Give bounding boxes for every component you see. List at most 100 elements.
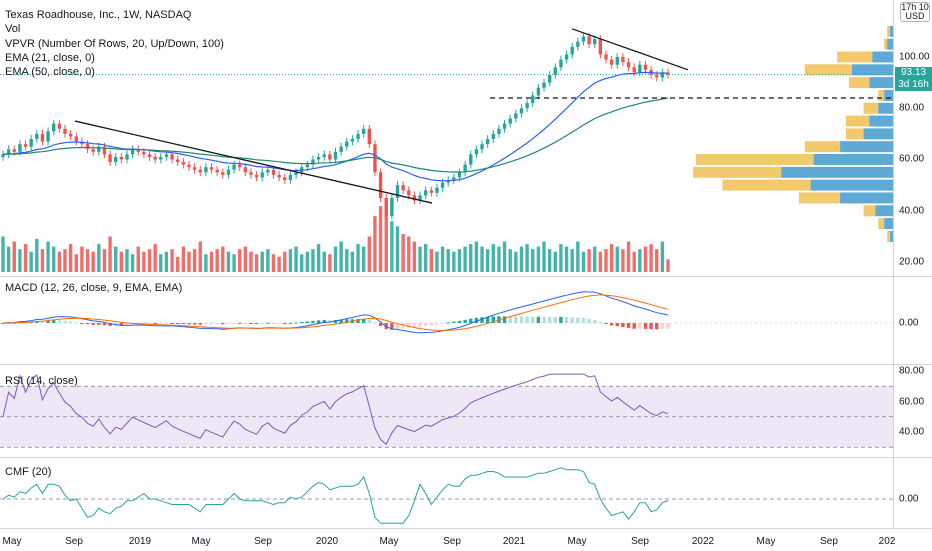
volume-bar [480,246,484,272]
volume-bar [1,236,5,272]
bar-countdown: 17h 10 [901,2,929,12]
cmf-axis[interactable]: 0.00 [893,458,932,528]
price-pane[interactable] [0,0,893,276]
volume-bar [626,241,631,272]
vpvr-up-bar [810,179,893,191]
rsi-axis[interactable]: 80.00 60.00 40.00 [893,365,932,457]
candle-body [243,167,248,173]
macd-histogram-bar [102,323,107,326]
macd-histogram-bar [108,323,112,326]
macd-pane[interactable] [0,277,893,364]
legend-ema50[interactable]: EMA (50, close, 0) [5,66,95,79]
vpvr-down-bar [804,141,841,153]
pane-separator[interactable] [0,457,932,458]
candle-body [226,169,231,175]
macd-axis[interactable]: 0.00 [893,277,932,364]
volume-bar [260,251,264,272]
volume-bar [514,251,518,272]
macd-histogram-bar [378,323,383,326]
candle-body [390,197,394,216]
volume-bar [91,251,95,272]
volume-bar [305,251,310,272]
volume-bar [29,251,33,272]
rsi-pane[interactable] [0,365,893,457]
volume-bar [35,239,39,272]
legend-ema21[interactable]: EMA (21, close, 0) [5,51,95,64]
rsi-tick: 40.00 [899,426,925,438]
volume-bar [660,241,665,272]
macd-histogram-bar [361,318,366,323]
macd-histogram-bar [52,320,56,323]
currency-unit-box[interactable]: 17h 10 USD [900,2,930,22]
candle-body [249,172,253,175]
macd-histogram-bar [153,323,157,325]
candle-body [254,174,259,178]
volume-bar [485,249,490,272]
volume-bar [469,244,473,272]
macd-histogram-bar [485,316,490,323]
volume-bar [130,254,135,272]
time-axis[interactable]: May Sep 2019 May Sep 2020 May Sep 2021 M… [0,528,932,551]
candle-body [238,164,242,168]
volume-bar [80,246,84,272]
volume-bar [187,251,191,272]
cmf-label[interactable]: CMF (20) [5,466,52,478]
vpvr-up-bar [878,102,893,114]
candle-body [531,95,535,104]
candle-body [192,167,197,170]
last-price-tag: 93.13 3d 16h [895,67,932,91]
volume-bar [345,249,349,272]
candle-body [615,57,619,65]
candle-body [469,154,473,165]
volume-bar [136,246,140,272]
candle-body [130,149,135,155]
volume-bar [294,246,298,272]
vpvr-up-bar [840,192,893,204]
volume-bar [615,246,619,272]
macd-histogram-bar [649,323,653,330]
price-tick: 40.00 [899,205,925,217]
vpvr-up-bar [887,38,893,50]
price-chart[interactable] [0,0,893,276]
candle-body [429,190,433,193]
volume-bar [508,249,512,272]
macd-histogram-bar [249,323,253,324]
rsi-label[interactable]: RSI (14, close) [5,375,78,387]
macd-histogram-bar [508,316,512,323]
volume-bar [339,241,343,272]
volume-bar [581,251,586,272]
macd-histogram-bar [401,323,405,329]
macd-histogram-bar [463,319,467,323]
rsi-chart[interactable] [0,365,893,457]
volume-bar [407,236,411,272]
volume-bar [63,249,67,272]
pane-separator[interactable] [0,276,932,277]
macd-chart[interactable] [0,277,893,364]
cmf-chart[interactable] [0,458,893,528]
time-tick: May [567,536,587,547]
candle-body [97,146,101,152]
candle-body [119,156,124,160]
candle-body [328,154,332,160]
candle-body [598,39,603,55]
time-tick: 2022 [691,536,715,547]
candle-body [655,74,659,78]
time-tick: May [756,536,776,547]
candle-body [23,144,28,147]
candle-body [542,82,546,88]
candle-body [474,149,479,155]
macd-histogram-bar [311,320,315,323]
macd-label[interactable]: MACD (12, 26, close, 9, EMA, EMA) [5,282,183,294]
vpvr-down-bar [722,179,811,191]
volume-bar [85,249,90,272]
legend-vol[interactable]: Vol [5,23,21,36]
cmf-pane[interactable] [0,458,893,528]
candle-body [457,172,462,178]
vpvr-down-bar [695,154,814,165]
candle-body [418,195,422,201]
pane-separator[interactable] [0,364,932,365]
legend-vpvr[interactable]: VPVR (Number Of Rows, 20, Up/Down, 100) [5,37,224,50]
vpvr-up-bar [872,51,893,63]
macd-histogram-bar [46,320,50,323]
price-axis[interactable]: 100.00 80.00 60.00 40.00 20.00 [893,0,932,276]
